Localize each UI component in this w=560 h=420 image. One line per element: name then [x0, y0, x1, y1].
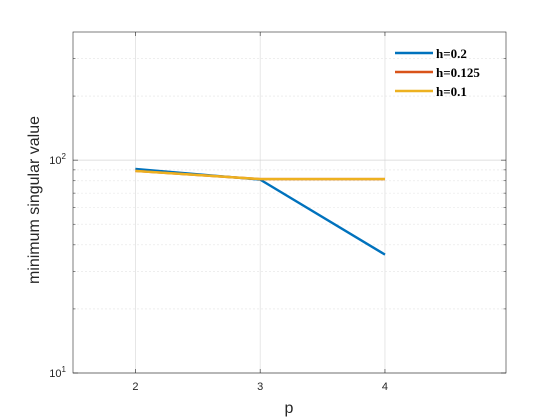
y-tick-label: 101	[49, 365, 66, 380]
y-tick-label: 102	[49, 152, 66, 167]
x-tick-label: 4	[382, 381, 388, 393]
axis-ticks: 2 3 4 101 102	[49, 32, 506, 393]
plot-background	[73, 32, 506, 373]
x-tick-label: 3	[257, 381, 263, 393]
legend: h=0.2 h=0.125 h=0.1	[395, 46, 480, 99]
series-line	[135, 169, 385, 181]
legend-label: h=0.1	[436, 84, 467, 99]
legend-label: h=0.2	[436, 46, 467, 61]
x-tick-label: 2	[132, 381, 138, 393]
series-lines	[135, 167, 386, 256]
y-axis-label: minimum singular value	[26, 116, 43, 284]
x-axis-label: p	[285, 400, 294, 417]
legend-label: h=0.125	[436, 65, 480, 80]
plot-frame	[72, 31, 507, 374]
